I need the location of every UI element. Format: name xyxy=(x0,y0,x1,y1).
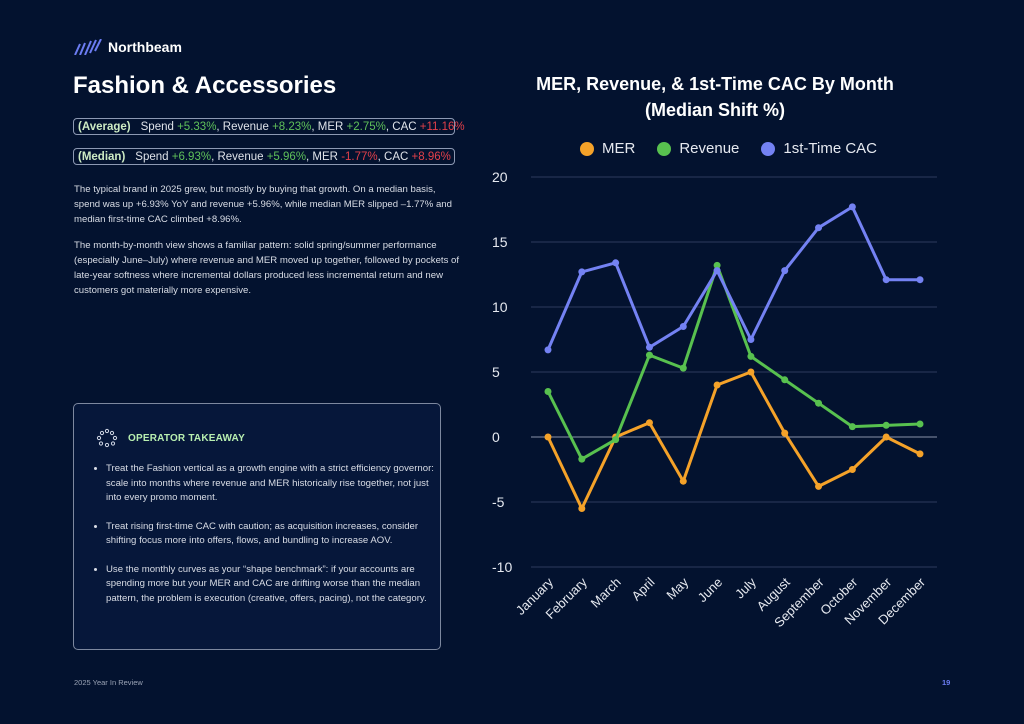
stat-spend: +6.93% xyxy=(171,151,212,163)
stat-label: , Revenue xyxy=(216,121,269,133)
data-point xyxy=(713,261,721,269)
y-tick-label: 5 xyxy=(492,364,500,380)
stat-label: , CAC xyxy=(377,151,409,163)
stat-revenue: +5.96% xyxy=(266,151,307,163)
median-stats: (Median) Spend +6.93%, Revenue +5.96%, ME… xyxy=(73,148,455,165)
page-number: 19 xyxy=(942,678,951,687)
stat-label: , MER xyxy=(306,151,338,163)
page-title: Fashion & Accessories xyxy=(73,72,337,99)
data-point xyxy=(916,420,924,428)
data-point xyxy=(916,276,924,284)
list-item: Treat rising first-time CAC with caution… xyxy=(106,520,441,549)
data-point xyxy=(578,505,586,512)
data-point xyxy=(544,433,552,441)
stat-spend: +5.33% xyxy=(177,121,217,133)
y-tick-label: 20 xyxy=(492,169,508,185)
brand-logo: Northbeam xyxy=(74,39,182,55)
legend-label: 1st-Time CAC xyxy=(783,140,878,157)
x-tick-label: March xyxy=(588,575,624,611)
chart-title-line: (Median Shift %) xyxy=(645,100,785,120)
stat-tag: (Median) xyxy=(78,151,126,163)
data-point xyxy=(645,419,653,427)
legend-swatch xyxy=(761,141,776,156)
legend-item-revenue: Revenue xyxy=(657,140,739,157)
data-point xyxy=(848,203,856,211)
dotted-circle-icon xyxy=(96,428,118,448)
x-tick-label: June xyxy=(695,575,726,606)
y-tick-label: -10 xyxy=(492,559,512,575)
data-point xyxy=(781,429,789,437)
stat-mer: +2.75% xyxy=(346,121,386,133)
data-point xyxy=(578,268,586,276)
data-point xyxy=(781,267,789,275)
data-point xyxy=(713,267,721,275)
y-tick-label: 15 xyxy=(492,234,508,250)
data-point xyxy=(747,368,755,376)
x-tick-label: May xyxy=(663,574,691,602)
legend-swatch xyxy=(580,141,594,156)
series-line-mer xyxy=(546,370,921,510)
data-point xyxy=(747,352,755,360)
pattern-paragraph: The month-by-month view shows a familiar… xyxy=(74,240,460,296)
takeaway-title: OPERATOR TAKEAWAY xyxy=(128,432,245,444)
slashed-bars-logo-icon xyxy=(74,39,102,55)
data-point xyxy=(916,450,924,458)
summary-paragraph: The typical brand in 2025 grew, but most… xyxy=(74,184,452,225)
data-point xyxy=(679,323,687,330)
list-item: Use the monthly curves as your “shape be… xyxy=(106,563,441,607)
legend-item-mer: MER xyxy=(580,140,635,157)
data-point xyxy=(747,336,755,343)
legend-label: Revenue xyxy=(679,140,740,157)
data-point xyxy=(544,388,552,395)
brand-name: Northbeam xyxy=(108,39,182,55)
data-point xyxy=(882,433,890,441)
chart-title: MER, Revenue, & 1st-Time CAC By Month (M… xyxy=(500,71,930,123)
x-tick-label: July xyxy=(732,574,759,601)
y-tick-label: -5 xyxy=(492,494,505,510)
stat-cac: +8.96% xyxy=(411,151,451,163)
data-point xyxy=(882,421,890,429)
legend-item-cac: 1st-Time CAC xyxy=(761,140,877,157)
data-point xyxy=(882,276,890,284)
data-point xyxy=(713,381,721,389)
average-stats: (Average) Spend +5.33%, Revenue +8.23%, M… xyxy=(73,118,465,135)
stat-revenue: +8.23% xyxy=(272,121,312,133)
stat-cac: +11.16% xyxy=(419,121,465,133)
stat-label: , MER xyxy=(311,121,344,133)
legend-label: MER xyxy=(602,140,636,157)
stat-label: , Revenue xyxy=(211,151,264,163)
data-point xyxy=(645,343,653,351)
x-tick-label: April xyxy=(629,574,658,603)
y-tick-label: 0 xyxy=(492,429,500,445)
data-point xyxy=(679,477,687,485)
data-point xyxy=(645,351,653,359)
data-point xyxy=(679,364,687,372)
y-tick-label: 10 xyxy=(492,299,508,315)
takeaway-list: Treat the Fashion vertical as a growth e… xyxy=(88,462,441,620)
legend-swatch xyxy=(657,141,672,156)
stat-mer: -1.77% xyxy=(341,151,378,163)
data-point xyxy=(848,466,856,473)
data-point xyxy=(578,455,586,463)
chart-legend: MER Revenue 1st-Time CAC xyxy=(580,140,877,157)
data-point xyxy=(612,436,620,444)
series-line-revenue xyxy=(546,263,921,461)
data-point xyxy=(815,399,823,407)
stat-label: Spend xyxy=(135,151,169,163)
data-point xyxy=(781,376,789,384)
stat-label: Spend xyxy=(140,121,174,133)
chart-title-line: MER, Revenue, & 1st-Time CAC By Month xyxy=(536,74,894,94)
list-item: Treat the Fashion vertical as a growth e… xyxy=(106,462,441,506)
data-point xyxy=(815,482,823,490)
stat-label: , CAC xyxy=(385,121,417,133)
series-line-1st-time-cac xyxy=(546,205,920,351)
data-point xyxy=(544,346,552,354)
data-point xyxy=(815,224,823,232)
data-point xyxy=(612,259,620,267)
data-point xyxy=(848,423,856,431)
footer-label: 2025 Year In Review xyxy=(74,678,143,687)
stat-tag: (Average) xyxy=(78,121,131,133)
operator-takeaway-box: OPERATOR TAKEAWAY Treat the Fashion vert… xyxy=(73,403,441,650)
